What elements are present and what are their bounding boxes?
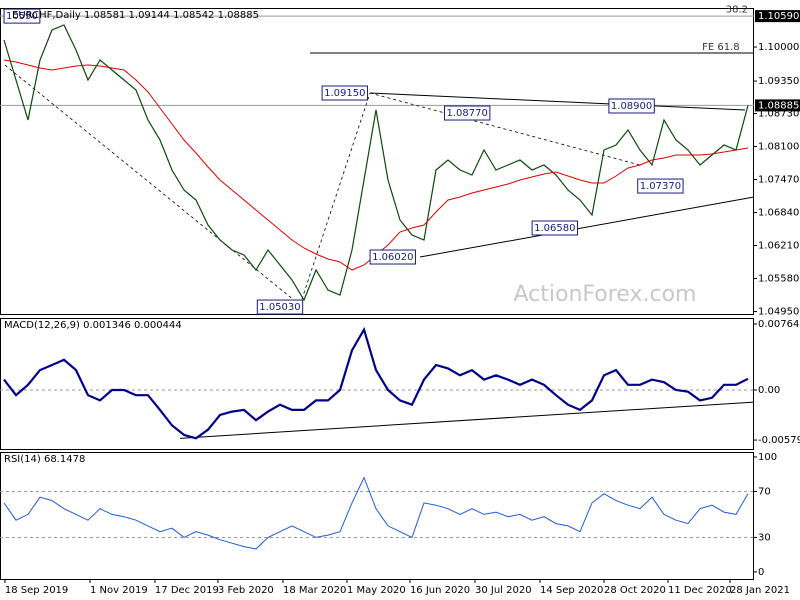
- x-tick-label: 1 May 2020: [347, 585, 406, 596]
- pane-title: RSI(14) 68.1478: [4, 454, 85, 465]
- y-tick-label: 1.05580: [758, 274, 799, 285]
- price-level-label: 1.10590: [758, 11, 799, 22]
- x-tick-label: 30 Jul 2020: [475, 585, 532, 596]
- y-tick-label: 100: [758, 452, 777, 463]
- x-tick-label: 14 Sep 2020: [540, 585, 603, 596]
- x-tick-label: 18 Sep 2019: [5, 585, 68, 596]
- y-tick-label: 1.09350: [758, 76, 799, 87]
- x-tick-label: 18 Mar 2020: [283, 585, 346, 596]
- trend-line: [369, 92, 746, 111]
- y-tick-label: 1.04950: [758, 307, 799, 318]
- annotation-label: 10590: [6, 11, 38, 22]
- price-level-box: [755, 10, 800, 23]
- trend-line: [369, 92, 641, 166]
- annotation-label: 1.08900: [611, 101, 652, 112]
- pane-frame: [0, 318, 754, 450]
- trend-line: [179, 401, 755, 439]
- annotation-label: 1.08770: [447, 108, 488, 119]
- annotation-label: 38.2: [726, 4, 748, 15]
- pane-title: MACD(12,26,9) 0.001346 0.000444: [4, 320, 182, 331]
- x-tick-label: 1 Nov 2019: [90, 585, 148, 596]
- annotation-box: [637, 178, 684, 194]
- x-tick-label: 11 Dec 2020: [668, 585, 732, 596]
- y-tick-label: -0.005797: [758, 435, 800, 446]
- x-tick-label: 28 Jan 2021: [730, 585, 790, 596]
- y-tick-label: 30: [758, 532, 771, 543]
- series-line: [3, 476, 749, 550]
- y-tick-label: 0.00: [758, 385, 780, 396]
- series-line: [3, 24, 749, 302]
- annotation-label: 1.09150: [324, 88, 365, 99]
- annotation-label: 1.07370: [640, 181, 681, 192]
- x-tick-label: 3 Feb 2020: [218, 585, 274, 596]
- y-tick-label: 1.08100: [758, 142, 799, 153]
- price-level-box: [755, 99, 800, 112]
- y-tick-label: 70: [758, 486, 771, 497]
- pane-frame: [0, 452, 754, 580]
- y-tick-label: 1.08730: [758, 109, 799, 120]
- y-tick-label: 1.07470: [758, 175, 799, 186]
- y-tick-label: 0: [758, 567, 764, 578]
- annotation-label: FE 61.8: [702, 42, 740, 53]
- trend-line: [419, 196, 755, 258]
- annotation-box: [3, 8, 41, 24]
- annotation-label: 1.06580: [534, 223, 575, 234]
- y-tick-label: 1.06840: [758, 208, 799, 219]
- annotation-box: [369, 249, 416, 265]
- watermark: ActionForex.com: [514, 282, 697, 307]
- x-tick-label: 17 Dec 2019: [155, 585, 219, 596]
- x-tick-label: 16 Jun 2020: [410, 585, 470, 596]
- x-tick-label: 28 Oct 2020: [604, 585, 666, 596]
- annotation-box: [256, 299, 304, 315]
- annotation-box: [608, 98, 655, 114]
- y-tick-label: 1.06210: [758, 241, 799, 252]
- annotation-box: [444, 105, 491, 121]
- price-level-label: 1.08885: [758, 100, 799, 111]
- annotation-label: 1.06020: [372, 252, 413, 263]
- y-tick-label: 1.10000: [758, 42, 799, 53]
- trend-line: [299, 92, 371, 306]
- series-line: [3, 326, 749, 440]
- annotation-box: [531, 220, 578, 236]
- pane-frame: [0, 8, 754, 315]
- pane-title: EURCHF,Daily 1.08581 1.09144 1.08542 1.0…: [12, 10, 259, 21]
- annotation-label: 1.05030: [259, 302, 300, 313]
- y-tick-label: 0.007649: [758, 319, 800, 330]
- annotation-box: [321, 85, 368, 101]
